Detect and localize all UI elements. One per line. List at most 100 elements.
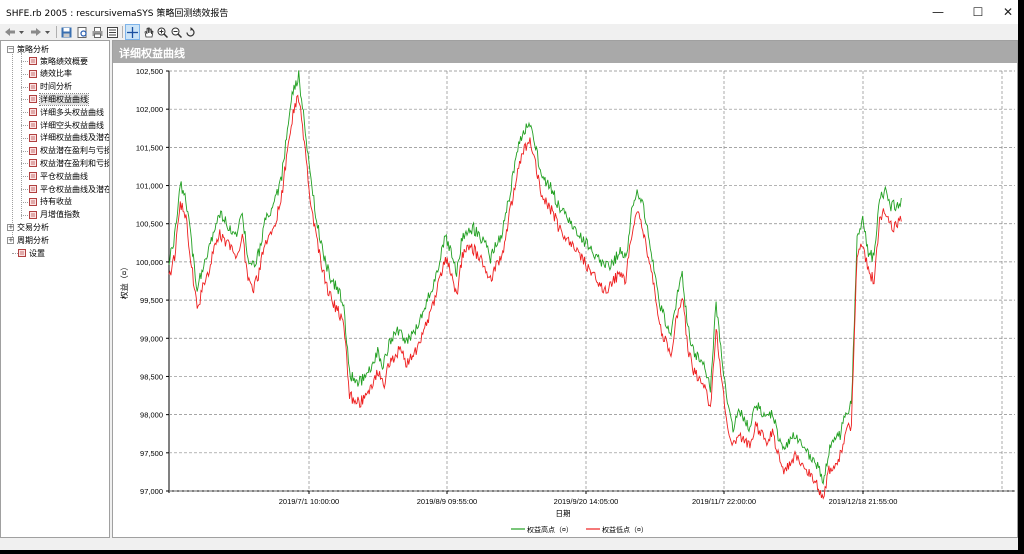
y-tick-label: 98,500 (140, 372, 163, 381)
y-tick-label: 99,000 (140, 334, 163, 343)
tree-item-label: 持有收益 (40, 197, 72, 207)
reset-zoom-icon[interactable] (184, 25, 196, 39)
y-tick-label: 101,500 (136, 143, 163, 152)
tree-item[interactable]: 时间分析 (29, 81, 72, 93)
save-icon[interactable] (60, 25, 72, 39)
tree-connector (21, 163, 28, 165)
tree-item[interactable]: 策略绩效概要 (29, 55, 88, 67)
tree-item-label: 绩效比率 (40, 69, 72, 79)
document-icon (29, 82, 37, 91)
tree-item[interactable]: 权益潜在盈利和亏损 (29, 157, 110, 169)
y-tick-label: 97,500 (140, 449, 163, 458)
tree-item[interactable]: 持有收益 (29, 196, 72, 208)
tree-item-label: 详细权益曲线及潜在 (40, 133, 110, 143)
equity-chart[interactable]: 97,000 97,500 98,000 98,500 99,000 99,500 100,… (113, 63, 1017, 537)
tree-item[interactable]: 绩效比率 (29, 68, 72, 80)
tree-item-label: 详细空头权益曲线 (40, 120, 104, 130)
hand-pan-icon[interactable] (142, 25, 154, 39)
document-icon (29, 197, 37, 206)
tree-connector (12, 253, 18, 254)
print-preview-icon[interactable] (76, 25, 88, 39)
tree-node-label: 策略分析 (17, 44, 49, 54)
minimize-button[interactable]: — (932, 5, 944, 19)
tree-connector (21, 137, 28, 139)
x-tick-label: 2019/8/9 09:55:00 (417, 497, 477, 506)
legend-label-high: 权益高点（¤） (527, 525, 573, 534)
document-icon (29, 159, 37, 168)
tree-connector (21, 86, 28, 88)
tree-node-period-analysis[interactable]: + 周期分析 (7, 234, 49, 246)
tree-connector (21, 176, 28, 178)
tree-item-label: 平仓权益曲线 (40, 171, 88, 181)
tree-node-trade-analysis[interactable]: + 交易分析 (7, 221, 49, 233)
toolbar-separator (56, 26, 57, 38)
tree-item[interactable]: 月增值指数 (29, 209, 80, 221)
tree-item[interactable]: 平仓权益曲线 (29, 170, 88, 182)
tree-node-settings[interactable]: 设置 (18, 247, 45, 259)
y-tick-label: 100,000 (136, 258, 163, 267)
document-icon (29, 172, 37, 181)
tree-connector (21, 214, 28, 216)
tree-item[interactable]: 平仓权益曲线及潜在 (29, 183, 109, 195)
x-tick-label: 2019/11/7 22:00:00 (692, 497, 756, 506)
zoom-in-icon[interactable] (156, 25, 168, 39)
legend-label-low: 权益低点（¤） (602, 525, 648, 534)
x-axis-title: 日期 (556, 509, 571, 518)
document-icon (29, 95, 37, 104)
collapse-icon[interactable]: − (7, 44, 14, 53)
dropdown-arrow-icon[interactable] (44, 25, 51, 39)
expand-icon[interactable]: + (7, 222, 14, 231)
tree-item-label: 月增值指数 (40, 210, 80, 220)
tree-node-label: 周期分析 (17, 235, 49, 245)
y-tick-label: 99,500 (140, 296, 163, 305)
tree-item[interactable]: 详细权益曲线及潜在 (29, 132, 110, 144)
tree-connector (21, 201, 28, 203)
chart-header-title: 详细权益曲线 (119, 47, 185, 60)
back-arrow-icon[interactable] (4, 25, 16, 39)
maximize-button[interactable]: ☐ (972, 5, 984, 19)
document-icon (29, 133, 37, 142)
toolbar (0, 24, 1018, 40)
tree-connector (21, 189, 28, 190)
zoom-out-icon[interactable] (170, 25, 182, 39)
tree-item[interactable]: 详细权益曲线 (29, 92, 89, 106)
close-button[interactable]: ✕ (1002, 5, 1014, 19)
tree-item[interactable]: 权益潜在盈利与亏损 (29, 145, 109, 157)
dropdown-arrow-icon[interactable] (18, 25, 25, 39)
document-icon (29, 185, 37, 193)
y-tick-label: 101,000 (136, 182, 163, 191)
document-icon (29, 57, 37, 65)
document-icon (29, 69, 37, 78)
status-bar (0, 538, 1018, 550)
document-icon (18, 249, 26, 257)
report-tree-panel: 策略绩效概要 绩效比率时间分析 详细权益曲线 详细多头权益曲线 详细空头权益曲线 详细权益… (0, 40, 110, 538)
print-icon[interactable] (91, 25, 103, 39)
tree-connector (21, 61, 28, 62)
page-setup-icon[interactable] (106, 25, 118, 39)
tree-item[interactable]: 详细空头权益曲线 (29, 119, 104, 131)
tree-connector (21, 150, 28, 152)
tree-node-strategy-analysis[interactable]: − 策略分析 (7, 43, 49, 55)
expand-icon[interactable]: + (7, 235, 14, 244)
tree-connector (21, 125, 28, 126)
window-title: SHFE.rb 2005 : rescursivemaSYS 策略回测绩效报告 (6, 9, 229, 19)
series-line-high (168, 70, 902, 485)
crosshair-icon[interactable] (125, 24, 140, 40)
y-axis-title: 权益（¤） (119, 263, 129, 299)
document-icon (29, 108, 37, 117)
tree-item[interactable]: 详细多头权益曲线 (29, 106, 104, 118)
chart-header: 详细权益曲线 (113, 41, 1017, 63)
tree-connector (21, 73, 28, 75)
tree-item-label: 权益潜在盈利和亏损 (40, 158, 110, 168)
document-icon (29, 210, 37, 219)
y-tick-label: 98,000 (140, 411, 163, 420)
forward-arrow-icon[interactable] (30, 25, 42, 39)
y-tick-label: 102,500 (136, 67, 163, 76)
document-icon (29, 146, 37, 155)
tree-node-label: 设置 (29, 248, 45, 258)
tree-item-label: 策略绩效概要 (40, 56, 88, 66)
tree-item-label: 详细权益曲线 (39, 92, 89, 106)
tree-item-label: 详细多头权益曲线 (40, 107, 104, 117)
toolbar-separator (122, 26, 123, 38)
